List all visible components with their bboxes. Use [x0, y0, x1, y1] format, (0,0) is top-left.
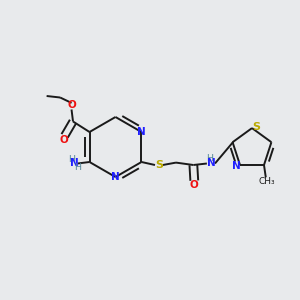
Text: CH₃: CH₃	[258, 177, 275, 186]
Text: O: O	[68, 100, 76, 110]
Text: S: S	[155, 160, 163, 170]
Text: N: N	[111, 172, 120, 182]
Text: N: N	[207, 158, 216, 168]
Text: O: O	[59, 135, 68, 146]
Text: N: N	[232, 160, 241, 171]
Text: N: N	[70, 158, 79, 169]
Text: H: H	[75, 163, 82, 172]
Text: O: O	[190, 180, 199, 190]
Text: N: N	[137, 127, 146, 137]
Text: S: S	[253, 122, 260, 132]
Text: H: H	[68, 155, 75, 164]
Text: H: H	[206, 154, 213, 163]
